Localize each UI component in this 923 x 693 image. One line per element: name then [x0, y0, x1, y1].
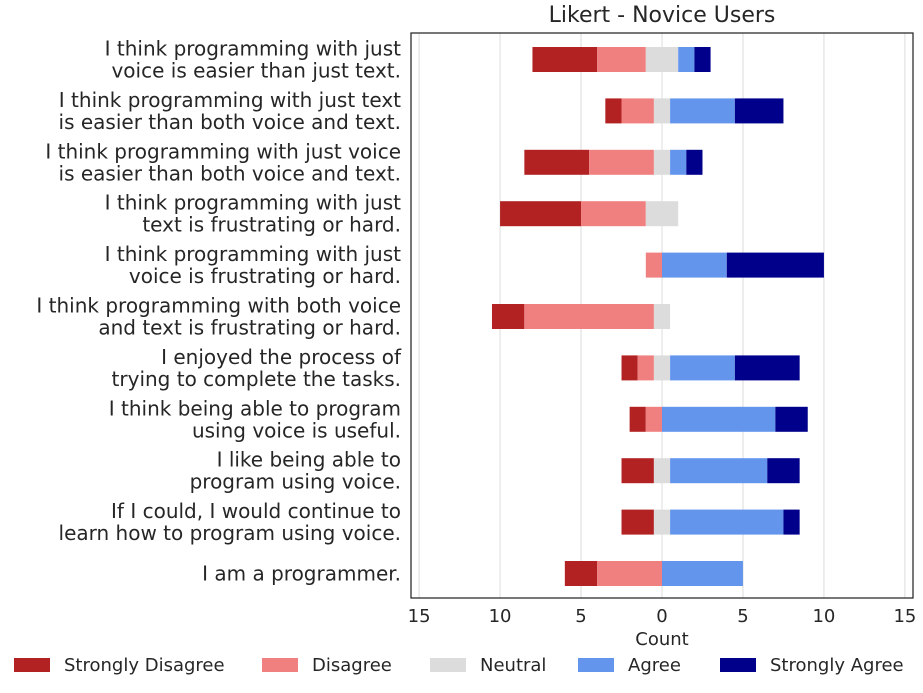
category-label: I think programming with just voice is fr… — [105, 242, 402, 288]
bar-disagree — [597, 47, 646, 72]
bar-neutral — [653, 304, 671, 329]
bar-strongly-disagree — [605, 98, 622, 124]
bar-disagree — [637, 355, 654, 381]
bar-neutral — [653, 355, 671, 381]
bar-strongly-agree — [775, 406, 808, 432]
category-label: If I could, I would continue to learn how… — [59, 499, 401, 545]
category-label: I think programming with just text is fru… — [105, 191, 402, 237]
bar-disagree — [597, 561, 662, 586]
category-label: I like being able to program using voice. — [190, 448, 401, 494]
bar-disagree — [581, 201, 646, 227]
bar-strongly-agree — [734, 355, 800, 381]
bar-agree — [670, 149, 687, 175]
category-label: I think programming with both voice and t… — [36, 294, 401, 340]
bar-neutral — [653, 458, 671, 484]
category-label: I enjoyed the process of trying to comple… — [112, 345, 402, 391]
bar-strongly-disagree — [621, 458, 654, 484]
bar-agree — [670, 509, 784, 535]
legend-label: Strongly Agree — [770, 655, 904, 676]
bar-disagree — [589, 149, 654, 175]
legend-swatch — [578, 658, 614, 672]
x-tick-label: 10 — [489, 606, 512, 627]
legend: Strongly Disagree Disagree Neutral Agree Str… — [14, 655, 904, 676]
bar-agree — [670, 98, 735, 124]
bar-strongly-agree — [694, 47, 711, 72]
category-label: I think programming with just text is eas… — [59, 88, 402, 134]
chart-title: Likert - Novice Users — [549, 3, 776, 28]
bar-disagree — [645, 406, 662, 432]
bar-agree — [670, 355, 735, 381]
bar-agree — [662, 252, 727, 278]
bar-strongly-agree — [734, 98, 784, 124]
bar-disagree — [524, 304, 654, 329]
x-tick-label: 5 — [737, 606, 748, 627]
x-tick-label: 0 — [656, 606, 667, 627]
category-label: I think programming with just voice is ea… — [105, 37, 402, 83]
bar-agree — [662, 561, 743, 586]
bar-neutral — [653, 149, 671, 175]
legend-swatch — [262, 658, 298, 672]
bar-strongly-disagree — [532, 47, 598, 72]
x-axis-label: Count — [635, 629, 688, 650]
bar-neutral — [645, 47, 679, 72]
legend-swatch — [430, 658, 466, 672]
bar-disagree — [621, 98, 654, 124]
bar-strongly-disagree — [621, 355, 638, 381]
plot-frame — [410, 32, 914, 599]
bar-strongly-disagree — [629, 406, 646, 432]
legend-label: Agree — [628, 655, 681, 676]
bar-strongly-disagree — [524, 149, 590, 175]
x-tick-label: 10 — [812, 606, 835, 627]
legend-swatch — [720, 658, 756, 672]
x-tick-label: 5 — [575, 606, 586, 627]
legend-label: Neutral — [480, 655, 546, 676]
bar-strongly-agree — [726, 252, 824, 278]
legend-swatch — [14, 658, 50, 672]
bar-disagree — [645, 252, 662, 278]
bar-strongly-agree — [686, 149, 703, 175]
legend-label: Strongly Disagree — [64, 655, 225, 676]
bar-strongly-disagree — [500, 201, 582, 227]
bar-agree — [670, 458, 768, 484]
x-tick-label: 15 — [408, 606, 431, 627]
bar-neutral — [653, 509, 671, 535]
bar-agree — [678, 47, 695, 72]
category-label: I think being able to program using voice… — [109, 396, 401, 442]
bar-strongly-agree — [767, 458, 800, 484]
category-label: I am a programmer. — [202, 562, 401, 586]
bar-agree — [662, 406, 776, 432]
bar-strongly-agree — [783, 509, 800, 535]
bar-strongly-disagree — [621, 509, 654, 535]
legend-label: Disagree — [312, 655, 392, 676]
bar-strongly-disagree — [564, 561, 598, 586]
bar-strongly-disagree — [491, 304, 525, 329]
bar-neutral — [653, 98, 671, 124]
bar-neutral — [645, 201, 679, 227]
category-label: I think programming with just voice is ea… — [45, 139, 401, 185]
x-tick-label: 15 — [893, 606, 916, 627]
